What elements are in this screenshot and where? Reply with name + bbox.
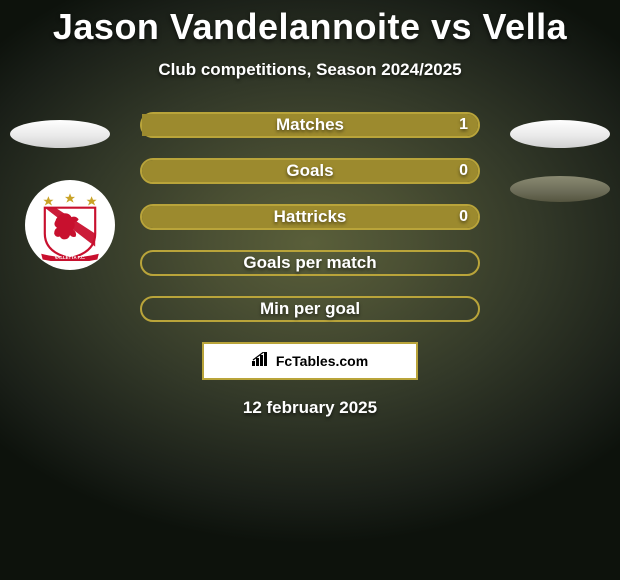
stat-label: Goals per match [243, 253, 376, 273]
comparison-date: 12 february 2025 [243, 398, 377, 418]
stat-right-value: 0 [459, 208, 468, 226]
comparison-subtitle: Club competitions, Season 2024/2025 [158, 60, 461, 80]
stat-row: Goals 0 [140, 158, 480, 184]
stat-label: Min per goal [260, 299, 360, 319]
stat-label: Goals [286, 161, 333, 181]
attribution-text: FcTables.com [276, 353, 368, 369]
stat-label: Matches [276, 115, 344, 135]
stat-row: Min per goal [140, 296, 480, 322]
stat-row: Matches 1 [140, 112, 480, 138]
stat-label: Hattricks [274, 207, 347, 227]
stats-container: Matches 1 Goals 0 Hattricks 0 Goals per match M… [0, 112, 620, 322]
stat-row: Hattricks 0 [140, 204, 480, 230]
attribution-badge: FcTables.com [202, 342, 418, 380]
stat-left-fill [142, 160, 310, 182]
stat-right-value: 0 [459, 162, 468, 180]
stat-row: Goals per match [140, 250, 480, 276]
comparison-title: Jason Vandelannoite vs Vella [53, 6, 567, 48]
stat-right-value: 1 [459, 116, 468, 134]
chart-icon [252, 352, 270, 371]
stat-right-fill [310, 160, 478, 182]
